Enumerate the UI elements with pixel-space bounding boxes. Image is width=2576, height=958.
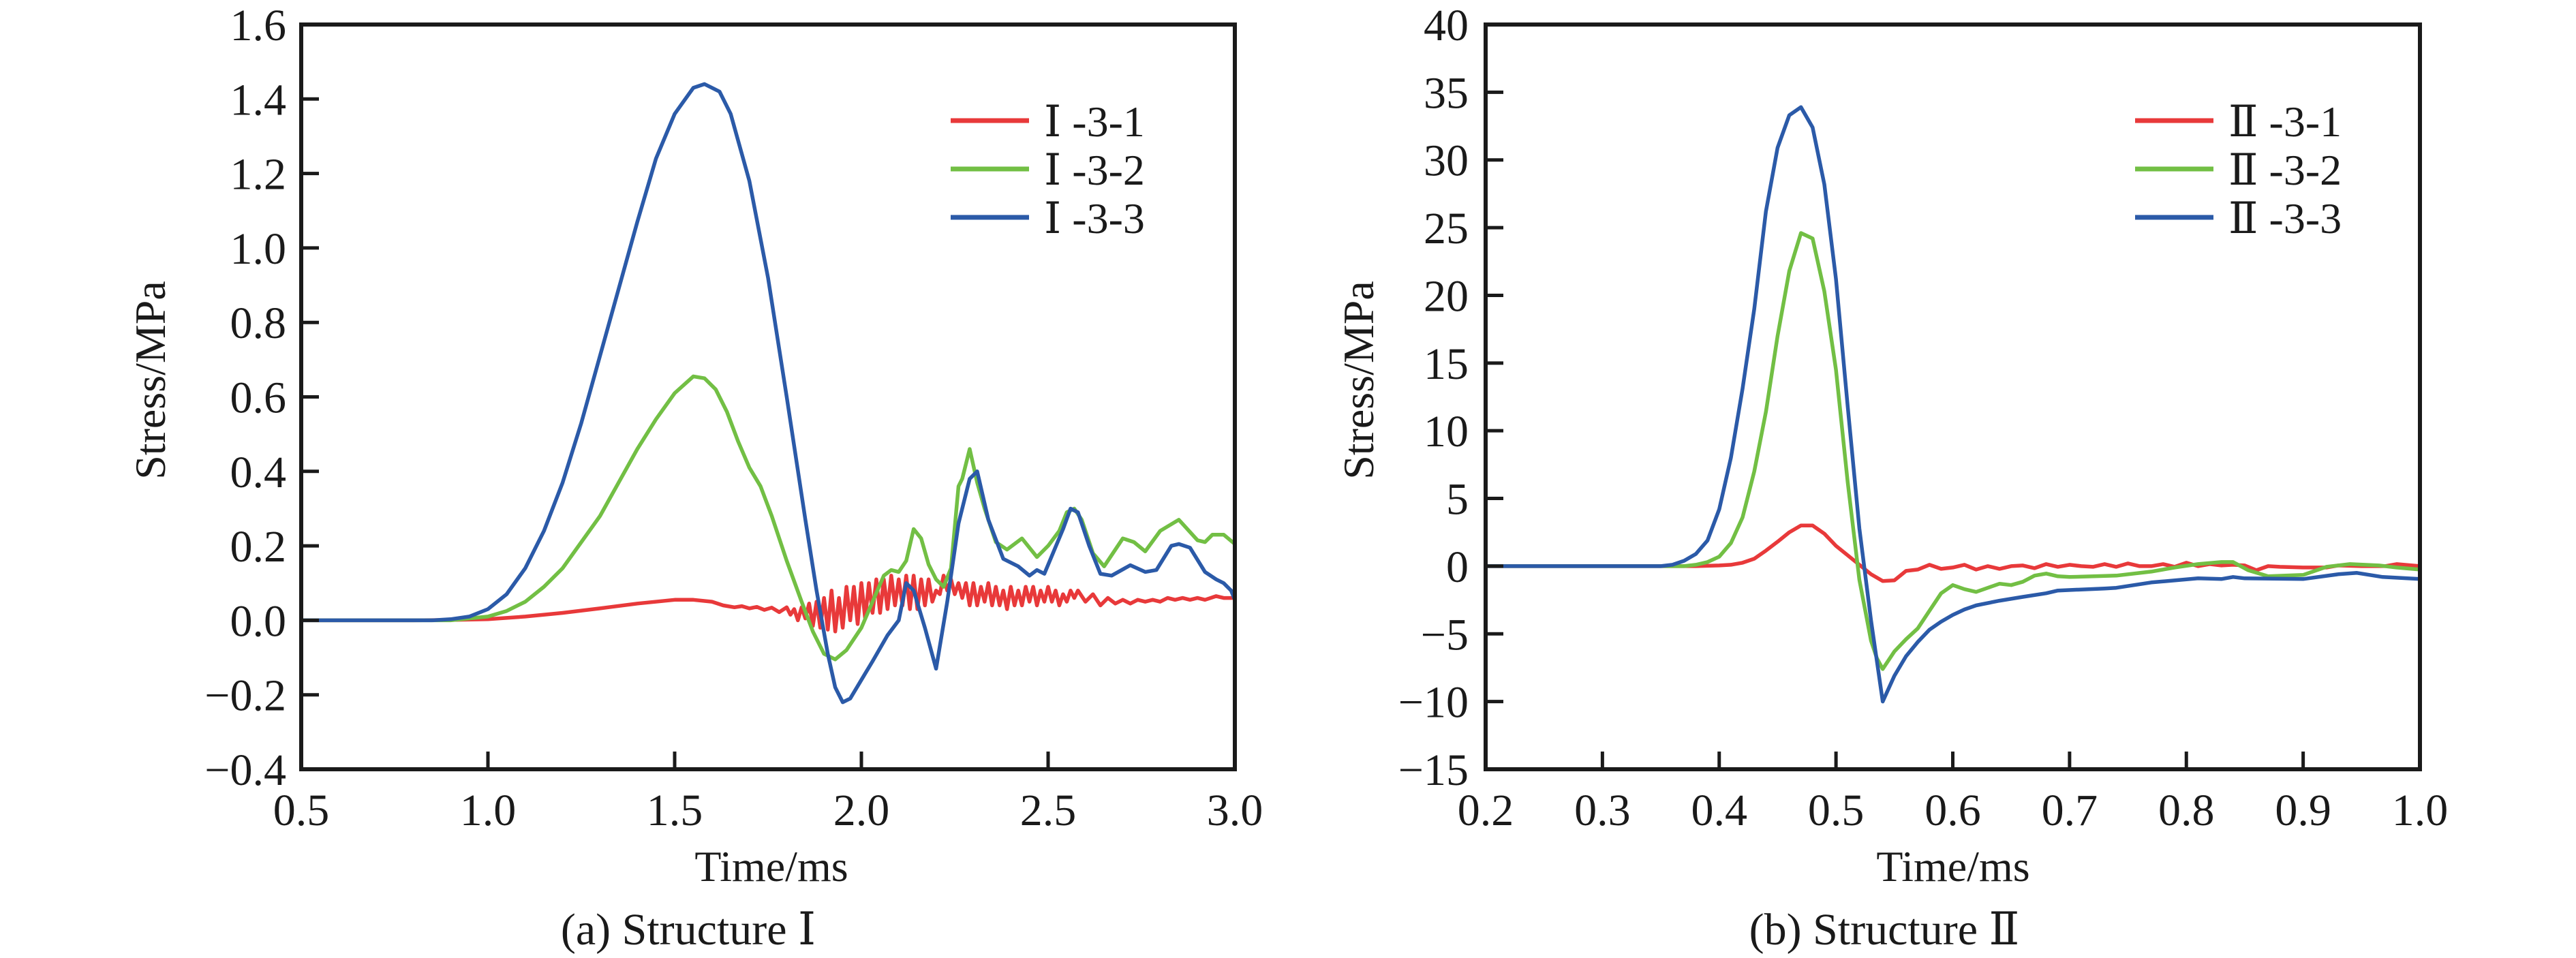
y-tick-label: 1.2 xyxy=(230,150,287,200)
panel-a-series xyxy=(299,82,1237,705)
legend-item: Ⅰ -3-3 xyxy=(951,194,1145,243)
series-line-Ⅱ-3-2 xyxy=(1484,231,2422,671)
panel-b-y-axis-label: Stress/MPa xyxy=(1334,281,1383,480)
x-tick-label: 0.5 xyxy=(1808,786,1865,835)
y-tick-label: 0 xyxy=(1446,542,1469,592)
panel-a-legend: Ⅰ -3-1Ⅰ -3-2Ⅰ -3-3 xyxy=(951,97,1145,243)
panel-a-y-axis-label: Stress/MPa xyxy=(126,281,174,480)
y-tick-label: −0.4 xyxy=(204,745,286,795)
legend-item: Ⅱ -3-1 xyxy=(2135,97,2342,146)
y-tick-label: 5 xyxy=(1446,475,1469,525)
panel-b-caption: (b) Structure Ⅱ xyxy=(1749,905,2020,955)
panel-b-legend: Ⅱ -3-1Ⅱ -3-2Ⅱ -3-3 xyxy=(2135,97,2342,243)
x-tick-label: 0.6 xyxy=(1925,786,1981,835)
panel-a-x-axis-label: Time/ms xyxy=(694,842,848,891)
y-tick-label: 35 xyxy=(1424,68,1469,118)
y-tick-label: 20 xyxy=(1424,271,1469,321)
panel-a-marks: 0.5 1.0 1.5 2.0 2.5 3.0 −0.4 −0.2 0.0 0.2 0.4 0.6 0.… xyxy=(204,1,1263,835)
x-tick-label: 0.5 xyxy=(273,786,330,835)
x-tick-label: 1.0 xyxy=(460,786,517,835)
panel-a-structure-1: 0.5 1.0 1.5 2.0 2.5 3.0 −0.4 −0.2 0.0 0.2 0.4 0.6 0.… xyxy=(126,1,1263,955)
y-tick-label: 1.0 xyxy=(230,224,287,274)
y-tick-label: 30 xyxy=(1424,136,1469,186)
y-tick-label: 40 xyxy=(1424,1,1469,50)
series-line-Ⅰ-3-2 xyxy=(299,374,1237,662)
y-tick-label: 0.0 xyxy=(230,596,287,646)
y-tick-label: 15 xyxy=(1424,339,1469,389)
series-line-Ⅰ-3-3 xyxy=(299,82,1237,705)
x-tick-label: 0.8 xyxy=(2158,786,2215,835)
y-tick-label: 0.2 xyxy=(230,522,287,572)
legend-label: Ⅰ -3-1 xyxy=(1044,97,1145,146)
y-tick-label: −5 xyxy=(1421,610,1469,660)
legend-label: Ⅱ -3-2 xyxy=(2228,146,2342,194)
panel-b-marks: 0.2 0.3 0.4 0.5 0.6 0.7 0.8 0.9 1.0 −15 −10 −5 0 5 10 1… xyxy=(1398,1,2448,835)
y-tick-label: −0.2 xyxy=(204,671,286,721)
legend-label: Ⅰ -3-3 xyxy=(1044,194,1145,243)
panel-a-caption: (a) Structure Ⅰ xyxy=(561,905,816,955)
legend-item: Ⅰ -3-1 xyxy=(951,97,1145,146)
panel-b-structure-2: 0.2 0.3 0.4 0.5 0.6 0.7 0.8 0.9 1.0 −15 −10 −5 0 5 10 1… xyxy=(1334,1,2448,955)
x-tick-label: 2.0 xyxy=(833,786,890,835)
y-tick-label: 0.6 xyxy=(230,373,287,423)
y-tick-label: 25 xyxy=(1424,204,1469,253)
series-line-Ⅱ-3-1 xyxy=(1484,523,2422,583)
y-tick-label: 1.6 xyxy=(230,1,287,50)
legend-label: Ⅱ -3-3 xyxy=(2228,194,2342,243)
x-tick-label: 0.7 xyxy=(2042,786,2098,835)
series-line-Ⅱ-3-3 xyxy=(1484,105,2422,704)
legend-item: Ⅱ -3-2 xyxy=(2135,146,2342,194)
series-line-Ⅰ-3-1 xyxy=(299,574,1237,634)
x-tick-label: 3.0 xyxy=(1207,786,1263,835)
legend-item: Ⅱ -3-3 xyxy=(2135,194,2342,243)
y-tick-label: −10 xyxy=(1398,678,1469,728)
x-tick-label: 2.5 xyxy=(1020,786,1077,835)
x-tick-label: 1.0 xyxy=(2392,786,2449,835)
x-tick-label: 0.3 xyxy=(1574,786,1631,835)
legend-label: Ⅰ -3-2 xyxy=(1044,146,1145,194)
y-tick-label: 10 xyxy=(1424,407,1469,457)
panel-b-series xyxy=(1484,105,2422,704)
y-tick-label: 0.8 xyxy=(230,298,287,348)
x-tick-label: 0.9 xyxy=(2275,786,2331,835)
y-tick-label: −15 xyxy=(1398,745,1469,795)
y-tick-label: 0.4 xyxy=(230,448,287,497)
legend-item: Ⅰ -3-2 xyxy=(951,146,1145,194)
x-tick-label: 1.5 xyxy=(647,786,703,835)
legend-label: Ⅱ -3-1 xyxy=(2228,97,2342,146)
y-tick-label: 1.4 xyxy=(230,75,287,125)
x-tick-label: 0.2 xyxy=(1458,786,1514,835)
x-tick-label: 0.4 xyxy=(1691,786,1748,835)
panel-b-x-axis-label: Time/ms xyxy=(1876,842,2029,891)
